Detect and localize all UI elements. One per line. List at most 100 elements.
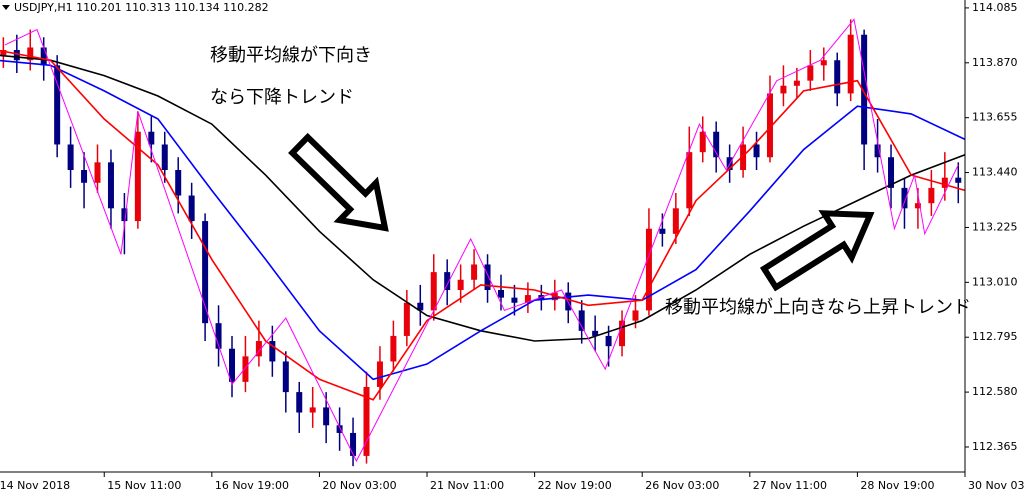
candle-body	[861, 34, 868, 145]
candle-body	[390, 335, 397, 362]
candle-body	[766, 93, 773, 158]
annotation: 移動平均線が下向き	[210, 45, 372, 66]
candle-body	[497, 289, 504, 298]
candle-body	[793, 80, 800, 86]
candle-body	[619, 320, 626, 347]
candle-body	[350, 432, 357, 456]
y-tick-label: 113.225	[972, 220, 1018, 233]
y-tick-label: 114.085	[972, 1, 1018, 14]
y-tick-label: 112.580	[972, 385, 1018, 398]
candle-body	[713, 131, 720, 158]
plot-area	[0, 18, 966, 467]
candle-body	[847, 34, 854, 94]
candle-body	[148, 131, 155, 145]
candle-body	[242, 356, 249, 382]
candle-body	[914, 203, 921, 209]
candle-body	[215, 323, 222, 349]
candle-body	[0, 50, 7, 56]
symbol-info: USDJPY,H1 110.201 110.313 110.134 110.28…	[14, 1, 269, 14]
candle-body	[888, 157, 895, 188]
candle-body	[309, 407, 316, 413]
candle-body	[740, 144, 747, 171]
candle-body	[928, 187, 935, 204]
arrow	[759, 210, 875, 292]
x-tick-label: 27 Nov 11:00	[753, 479, 827, 492]
y-tick-label: 112.795	[972, 330, 1018, 343]
x-tick-label: 20 Nov 03:00	[322, 479, 396, 492]
candle-body	[605, 335, 612, 347]
x-tick-label: 15 Nov 11:00	[107, 479, 181, 492]
candle-body	[699, 131, 706, 153]
candle-body	[269, 341, 276, 362]
candle-body	[672, 208, 679, 234]
menu-triangle	[2, 5, 10, 10]
candle-body	[67, 144, 74, 171]
candle-body	[202, 221, 209, 324]
x-tick-label: 22 Nov 19:00	[538, 479, 612, 492]
annotation: 移動平均線が上向きなら上昇トレンド	[665, 297, 971, 318]
y-tick-label: 113.010	[972, 275, 1018, 288]
y-tick-label: 113.655	[972, 111, 1018, 124]
candle-body	[54, 65, 61, 145]
candle-body	[484, 264, 491, 290]
arrow	[288, 132, 389, 232]
candle-body	[188, 195, 195, 222]
candle-body	[753, 144, 760, 158]
candle-body	[686, 152, 693, 209]
candle-body	[524, 295, 531, 303]
candle-body	[417, 302, 424, 311]
candle-body	[296, 392, 303, 413]
candle-body	[13, 50, 20, 61]
candle-body	[511, 297, 518, 303]
x-tick-label: 21 Nov 11:00	[430, 479, 504, 492]
candle-body	[780, 85, 787, 94]
x-tick-label: 14 Nov 2018	[0, 479, 70, 492]
candle-body	[255, 341, 262, 357]
candle-body	[363, 386, 370, 456]
candle-body	[457, 279, 464, 290]
candle-body	[659, 228, 666, 234]
candle-body	[27, 47, 34, 61]
candle-body	[323, 407, 330, 426]
y-tick-label: 113.440	[972, 166, 1018, 179]
candle-body	[645, 228, 652, 311]
candle-body	[134, 131, 141, 222]
candle-body	[444, 272, 451, 290]
candle-body	[471, 264, 478, 280]
candle-body	[376, 361, 383, 387]
y-tick-label: 112.365	[972, 440, 1018, 453]
candle-body	[282, 361, 289, 393]
candle-body	[901, 187, 908, 209]
annotation: なら下降トレンド	[210, 87, 354, 108]
candle-body	[430, 272, 437, 311]
candle-body	[161, 144, 168, 171]
candle-body	[834, 60, 841, 94]
candle-body	[592, 330, 599, 336]
y-tick-label: 113.870	[972, 56, 1018, 69]
x-tick-label: 30 Nov 03:	[968, 479, 1024, 492]
moving-average	[0, 59, 966, 381]
candle-body	[807, 65, 814, 81]
candle-body	[229, 348, 236, 382]
moving-average	[4, 18, 959, 463]
candle-body	[874, 144, 881, 158]
candle-body	[955, 177, 962, 183]
candle-body	[94, 162, 101, 183]
candle-body	[107, 162, 114, 209]
candle-body	[403, 302, 410, 336]
candle-body	[40, 47, 47, 66]
candle-body	[820, 60, 827, 66]
candle-body	[336, 425, 343, 433]
candle-body	[632, 310, 639, 321]
candle-body	[578, 310, 585, 331]
x-tick-label: 28 Nov 19:00	[860, 479, 934, 492]
x-tick-label: 16 Nov 19:00	[215, 479, 289, 492]
moving-average	[0, 49, 966, 401]
candle-body	[81, 170, 88, 183]
candle-body	[175, 170, 182, 196]
x-tick-label: 26 Nov 03:00	[645, 479, 719, 492]
candle-body	[941, 177, 948, 188]
candle-body	[121, 208, 128, 222]
